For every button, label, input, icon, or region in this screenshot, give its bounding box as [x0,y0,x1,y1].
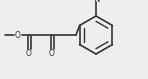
Text: N: N [93,0,99,3]
Text: O: O [49,49,55,58]
Text: O: O [26,49,32,58]
Text: O: O [15,30,21,40]
